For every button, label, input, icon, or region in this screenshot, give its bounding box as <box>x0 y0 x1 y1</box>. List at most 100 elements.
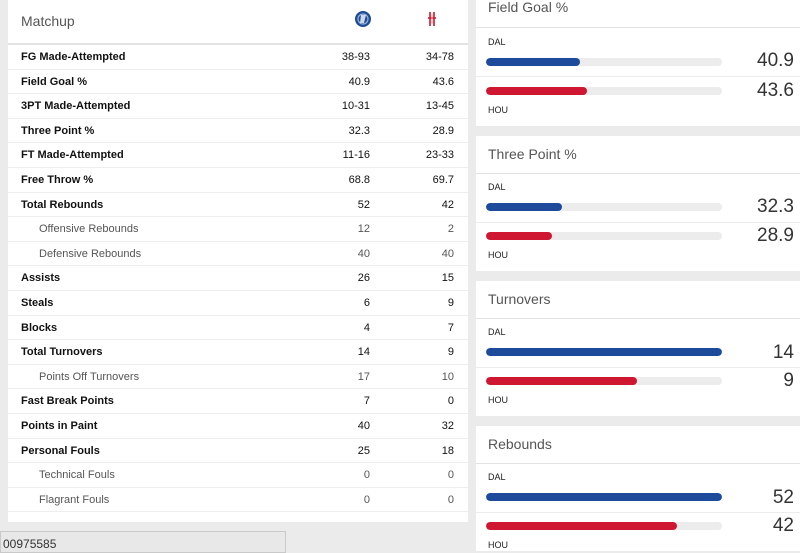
hou-stat-value: 13-45 <box>425 100 454 113</box>
matchup-title: Matchup <box>21 13 75 29</box>
hou-value: 9 <box>783 370 794 391</box>
stat-label: Total Rebounds <box>21 198 104 211</box>
stat-label: Fast Break Points <box>21 395 114 408</box>
dal-bar-fill <box>486 348 722 356</box>
hou-label: HOU <box>488 540 508 550</box>
stat-label: Total Turnovers <box>21 346 103 359</box>
hou-value: 28.9 <box>757 225 794 246</box>
id-field[interactable]: 00975585 <box>0 531 286 553</box>
divider <box>476 222 800 223</box>
dal-stat-value: 11-16 <box>342 149 370 162</box>
stat-label: FT Made-Attempted <box>21 149 124 162</box>
stat-label: Three Point % <box>21 124 95 137</box>
table-row: FG Made-Attempted 38-93 34-78 <box>8 45 468 70</box>
card-head: Turnovers <box>476 281 800 319</box>
dal-stat-value: 40.9 <box>348 75 370 88</box>
hou-bar <box>486 232 722 240</box>
divider <box>476 76 800 77</box>
matchup-rows: FG Made-Attempted 38-93 34-78 Field Goal % 4… <box>8 45 468 513</box>
dal-stat-value: 12 <box>357 223 370 236</box>
hou-bar-fill <box>486 232 553 240</box>
hou-bar-fill <box>486 377 638 385</box>
hou-stat-value: 43.6 <box>432 75 454 88</box>
card-turnovers: Turnovers DAL 14 9 HOU <box>476 281 800 416</box>
table-row: Points Off Turnovers 17 10 <box>8 365 468 390</box>
table-row: Assists 26 15 <box>8 266 468 291</box>
stat-label: Assists <box>21 272 61 285</box>
dal-bar <box>486 58 722 66</box>
dal-stat-value: 52 <box>357 198 370 211</box>
hou-value: 42 <box>772 515 794 536</box>
dal-stat-value: 17 <box>357 370 370 383</box>
stat-label: FG Made-Attempted <box>21 51 126 63</box>
dal-bar <box>486 493 722 501</box>
dal-stat-value: 68.8 <box>348 173 370 186</box>
table-row: Fast Break Points 7 0 <box>8 389 468 414</box>
dal-stat-value: 0 <box>363 493 370 506</box>
dal-stat-value: 40 <box>357 247 370 260</box>
dal-stat-value: 10-31 <box>341 100 370 113</box>
hou-stat-value: 15 <box>441 272 454 285</box>
dal-label: DAL <box>488 472 506 482</box>
hou-bar <box>486 377 722 385</box>
stat-label: Points Off Turnovers <box>39 370 140 383</box>
dal-label: DAL <box>488 327 506 337</box>
card-rebounds: Rebounds DAL 52 42 HOU <box>476 426 800 551</box>
stat-label: Field Goal % <box>21 75 88 88</box>
table-row: Personal Fouls 25 18 <box>8 439 468 464</box>
dal-stat-value: 6 <box>363 296 370 309</box>
dal-stat-value: 32.3 <box>348 124 370 137</box>
dal-stat-value: 38-93 <box>341 51 370 63</box>
dal-logo-icon <box>355 11 371 27</box>
table-row: Three Point % 32.3 28.9 <box>8 119 468 144</box>
divider <box>476 512 800 513</box>
dal-stat-value: 14 <box>357 346 370 359</box>
card-title: Turnovers <box>488 291 551 307</box>
dal-stat-value: 7 <box>363 395 370 408</box>
card-title: Three Point % <box>488 146 577 162</box>
dal-stat-value: 25 <box>357 444 370 457</box>
hou-label: HOU <box>488 395 508 405</box>
stat-label: Flagrant Fouls <box>39 493 110 506</box>
dal-stat-value: 0 <box>363 469 370 482</box>
card-title: Field Goal % <box>488 0 569 15</box>
card-title: Rebounds <box>488 436 552 452</box>
stat-label: 3PT Made-Attempted <box>21 100 131 113</box>
hou-stat-value: 18 <box>441 444 454 457</box>
table-row: Free Throw % 68.8 69.7 <box>8 168 468 193</box>
hou-stat-value: 9 <box>447 346 454 359</box>
dal-label: DAL <box>488 182 506 192</box>
table-row: Field Goal % 40.9 43.6 <box>8 70 468 95</box>
dal-value: 40.9 <box>757 50 794 71</box>
table-row: Defensive Rebounds 40 40 <box>8 242 468 267</box>
stat-label: Blocks <box>21 321 58 334</box>
hou-stat-value: 0 <box>447 493 454 506</box>
dal-bar-fill <box>486 203 562 211</box>
dal-value: 32.3 <box>757 196 794 217</box>
card-head: Three Point % <box>476 136 800 174</box>
id-text: 00975585 <box>3 537 57 551</box>
dal-bar <box>486 203 722 211</box>
table-row: Flagrant Fouls 0 0 <box>8 488 468 513</box>
hou-bar <box>486 522 722 530</box>
hou-stat-value: 10 <box>441 370 454 383</box>
table-row: Steals 6 9 <box>8 291 468 316</box>
hou-stat-value: 32 <box>441 419 454 432</box>
dal-stat-value: 4 <box>363 321 370 334</box>
hou-label: HOU <box>488 105 508 115</box>
stat-label: Technical Fouls <box>39 469 115 482</box>
table-row: FT Made-Attempted 11-16 23-33 <box>8 143 468 168</box>
table-row: Total Rebounds 52 42 <box>8 193 468 218</box>
card-three-point: Three Point % DAL 32.3 28.9 HOU <box>476 136 800 271</box>
hou-logo-icon <box>428 12 436 26</box>
matchup-header: Matchup <box>8 0 468 45</box>
card-head: Rebounds <box>476 426 800 464</box>
hou-bar-fill <box>486 87 588 95</box>
hou-bar-fill <box>486 522 678 530</box>
card-head: Field Goal % <box>476 0 800 28</box>
hou-value: 43.6 <box>757 80 794 101</box>
card-field-goal: Field Goal % DAL 40.9 43.6 HOU <box>476 0 800 126</box>
dal-stat-value: 40 <box>357 419 370 432</box>
dal-value: 14 <box>772 342 794 363</box>
table-row: Points in Paint 40 32 <box>8 414 468 439</box>
